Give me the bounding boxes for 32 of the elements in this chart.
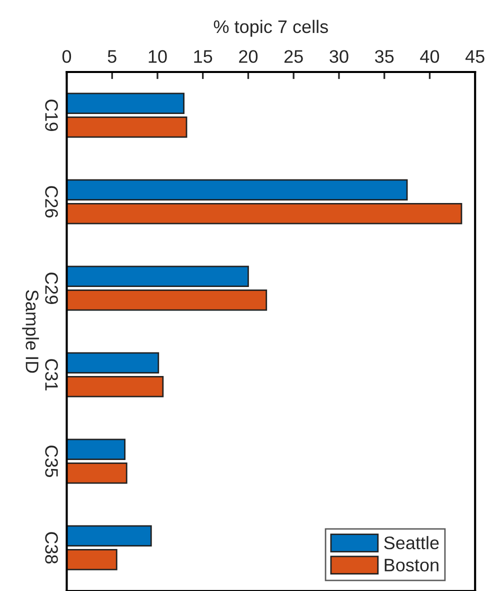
x-tick-label: 35 (374, 50, 394, 63)
x-axis-title: % topic 7 cells (214, 20, 328, 37)
bar (66, 92, 184, 114)
bar (66, 203, 462, 224)
bar (66, 116, 188, 138)
y-tick-label: C38 (45, 532, 58, 564)
bar (66, 266, 249, 287)
x-tick-label: 30 (330, 50, 348, 63)
y-tick-label: C35 (45, 446, 58, 478)
x-tick-label: 10 (148, 50, 167, 63)
x-tick-label: 45 (465, 50, 484, 63)
y-axis-title: Sample ID (22, 290, 39, 373)
bar (66, 549, 118, 570)
bar (66, 462, 128, 484)
y-tick-label: C19 (45, 100, 58, 131)
bar (66, 179, 408, 200)
x-tick-label: 0 (62, 50, 72, 63)
y-tick-label: C31 (45, 359, 58, 390)
bar (66, 438, 126, 460)
y-tick-label: C26 (45, 186, 58, 218)
bar (66, 525, 152, 546)
x-tick-label: 40 (420, 50, 440, 63)
legend-label: Boston (384, 558, 438, 572)
bar (66, 376, 164, 398)
x-tick-label: 5 (108, 50, 116, 63)
x-tick-label: 20 (239, 50, 258, 63)
x-tick-label: 15 (194, 50, 212, 63)
x-tick-label: 25 (284, 50, 303, 63)
bar (66, 290, 268, 311)
bar (66, 352, 160, 374)
y-tick-label: C29 (45, 272, 58, 304)
legend-label: Seattle (384, 536, 439, 550)
